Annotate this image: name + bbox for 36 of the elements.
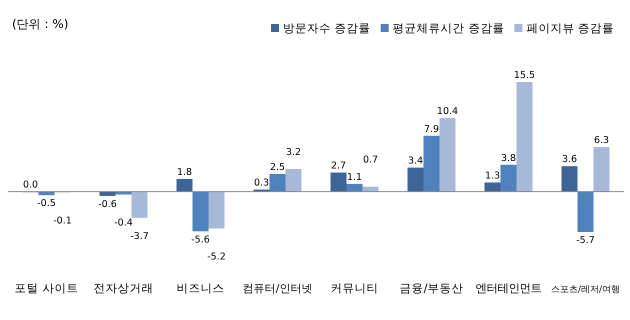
x-tick-label: 금융/부동산 bbox=[400, 281, 464, 295]
data-label: -0.6 bbox=[98, 198, 117, 210]
data-label: 3.6 bbox=[562, 154, 578, 166]
legend-label: 평균체류시간 증감률 bbox=[392, 21, 504, 35]
data-label: 3.8 bbox=[500, 152, 516, 164]
data-label: 2.7 bbox=[330, 160, 346, 172]
legend-label: 페이지뷰 증감률 bbox=[526, 21, 614, 35]
data-label: 1.3 bbox=[484, 170, 500, 182]
data-label: 15.5 bbox=[514, 70, 536, 81]
x-tick-label: 엔터테인먼트 bbox=[476, 281, 542, 295]
data-label: 3.2 bbox=[286, 147, 302, 158]
data-label: -0.1 bbox=[53, 215, 72, 226]
data-label: -0.5 bbox=[37, 198, 56, 210]
x-tick-label: 컴퓨터/인터넷 bbox=[242, 282, 312, 295]
data-label: -5.7 bbox=[576, 235, 595, 246]
data-label: 3.4 bbox=[408, 156, 424, 167]
data-label: 0.3 bbox=[254, 178, 270, 189]
data-label: 10.4 bbox=[436, 106, 458, 118]
data-label: 1.1 bbox=[346, 172, 362, 183]
data-label: 6.3 bbox=[594, 135, 610, 146]
legend-label: 방문자수 증감률 bbox=[283, 21, 371, 35]
data-label: 1.8 bbox=[176, 166, 192, 178]
data-label: 0.7 bbox=[362, 154, 378, 166]
data-label: 7.9 bbox=[424, 124, 440, 135]
x-tick-label: 비즈니스 bbox=[176, 281, 224, 295]
x-tick-label: 포털 사이트 bbox=[14, 281, 78, 295]
data-label: -5.2 bbox=[207, 251, 226, 262]
x-tick-label: 커뮤니티 bbox=[330, 281, 378, 295]
x-tick-label: 스포츠/레저/여행 bbox=[551, 285, 620, 295]
data-label: 2.5 bbox=[270, 162, 286, 173]
x-tick-label: 전자상거래 bbox=[94, 281, 154, 295]
data-label: -0.4 bbox=[114, 218, 133, 228]
text: (단위 : %) bbox=[12, 17, 68, 31]
data-label: -3.7 bbox=[130, 230, 149, 242]
data-label: 0.0 bbox=[22, 180, 38, 191]
data-label: -5.6 bbox=[191, 234, 210, 246]
